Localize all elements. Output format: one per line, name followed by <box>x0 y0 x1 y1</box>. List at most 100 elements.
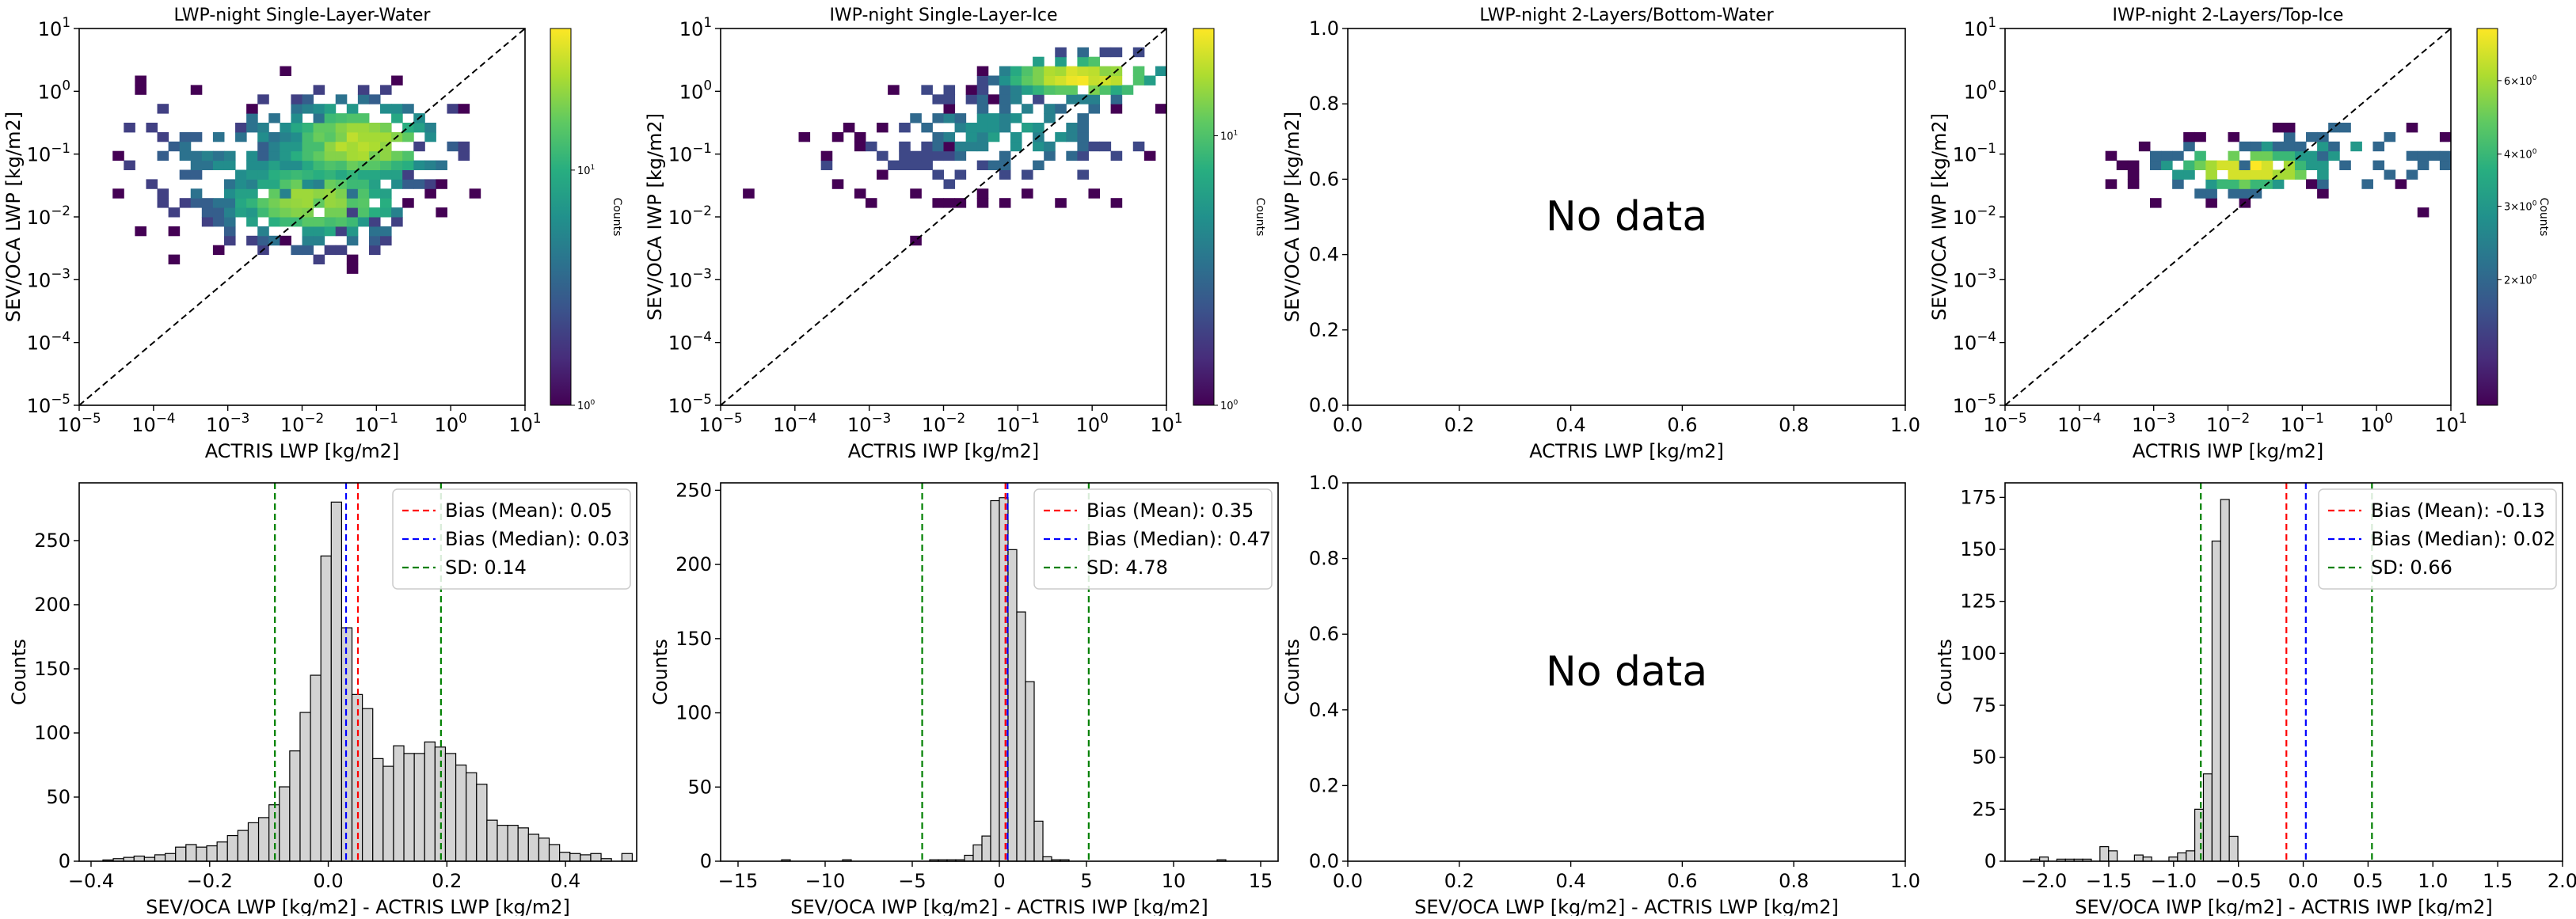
heatmap-cell <box>1010 132 1022 142</box>
heatmap-cell <box>380 170 392 180</box>
heatmap-cell <box>246 104 258 113</box>
heatmap-cell <box>2205 188 2217 198</box>
heatmap-cell <box>1022 170 1033 180</box>
x-tick-label: 0.5 <box>2353 870 2383 892</box>
heatmap-cell <box>2172 170 2184 180</box>
heatmap-cell <box>988 123 1000 132</box>
heatmap-cell <box>369 236 381 245</box>
heatmap-cell <box>358 123 370 132</box>
heatmap-cell <box>325 132 337 142</box>
heatmap-cell <box>336 161 348 170</box>
heatmap-cell <box>2407 170 2418 180</box>
heatmap-cell <box>2150 198 2162 207</box>
heatmap-cell <box>2372 142 2384 151</box>
heatmap-cell <box>1144 151 1156 161</box>
heatmap-cell <box>955 170 967 180</box>
colorbar-tick-label: 101 <box>577 164 595 177</box>
heatmap-cell <box>291 94 302 104</box>
heatmap-cell <box>302 188 314 198</box>
heatmap-cell <box>2239 179 2251 188</box>
x-tick-label: 0.4 <box>1556 414 1586 436</box>
x-tick-label: 0.4 <box>550 870 580 892</box>
colorbar-tick-label: 4×100 <box>2504 148 2537 161</box>
heatmap-cell <box>2350 142 2362 151</box>
y-tick-label: 10−3 <box>27 266 70 292</box>
heatmap-cell <box>302 123 314 132</box>
heatmap-cell <box>2205 161 2217 170</box>
y-tick-label: 125 <box>1960 591 1996 613</box>
x-tick-label: 10−3 <box>206 410 249 436</box>
y-tick-label: 10−2 <box>668 203 712 229</box>
heatmap-cell <box>413 179 425 188</box>
heatmap-cell <box>1022 104 1033 113</box>
heatmap-cell <box>347 255 359 264</box>
histogram-bar <box>248 822 258 861</box>
heatmap-cell <box>235 207 247 217</box>
histogram-bar <box>2109 851 2117 861</box>
subplot-3: LWP-night 2-Layers/Bottom-WaterNo data0.… <box>1281 6 1920 462</box>
x-tick-label: 0.0 <box>313 870 343 892</box>
x-tick-label: −1.5 <box>2086 870 2132 892</box>
heatmap-cell <box>336 170 348 180</box>
heatmap-cell <box>1022 123 1033 132</box>
heatmap-cell <box>988 132 1000 142</box>
x-axis-label: ACTRIS IWP [kg/m2] <box>848 440 1040 462</box>
heatmap-cell <box>2251 161 2262 170</box>
heatmap-cell <box>314 161 325 170</box>
heatmap-cell <box>2161 151 2173 161</box>
heatmap-cell <box>246 198 258 207</box>
heatmap-cell <box>821 151 833 161</box>
colorbar <box>550 28 571 405</box>
y-tick-label: 10−1 <box>27 140 70 166</box>
heatmap-cell <box>999 151 1011 161</box>
heatmap-cell <box>1100 142 1112 151</box>
heatmap-cell <box>1033 66 1044 76</box>
x-tick-label: 10−2 <box>280 410 324 436</box>
heatmap-cell <box>347 161 359 170</box>
heatmap-cell <box>235 188 247 198</box>
histogram-bar <box>2195 809 2204 861</box>
heatmap-cell <box>291 179 302 188</box>
heatmap-cell <box>347 132 359 142</box>
heatmap-cell <box>2273 123 2285 132</box>
heatmap-cell <box>1077 47 1089 57</box>
heatmap-cell <box>413 123 425 132</box>
heatmap-cell <box>1033 76 1044 85</box>
y-axis-label: Counts <box>1934 639 1956 705</box>
heatmap-cell <box>988 161 1000 170</box>
heatmap-cell <box>1122 85 1134 94</box>
colorbar <box>2477 28 2498 405</box>
no-data-text: No data <box>1546 648 1707 696</box>
figure: LWP-night Single-Layer-Water100101Counts… <box>0 0 2576 916</box>
heatmap-cell <box>280 236 291 245</box>
heatmap-cell <box>280 142 291 151</box>
heatmap-cell <box>977 66 989 76</box>
heatmap-cell <box>325 151 337 161</box>
heatmap-cell <box>402 179 414 188</box>
heatmap-cell <box>2251 151 2262 161</box>
y-tick-label: 0.0 <box>1309 394 1339 416</box>
histogram-bar <box>1008 549 1017 861</box>
heatmap-cell <box>280 179 291 188</box>
heatmap-cell <box>1066 123 1078 132</box>
histogram-bar <box>991 500 999 861</box>
heatmap-cell <box>291 245 302 255</box>
heatmap-cell <box>369 226 381 236</box>
heatmap-cell <box>977 198 989 207</box>
heatmap-cell <box>1111 94 1123 104</box>
y-tick-label: 0 <box>59 850 70 872</box>
heatmap-cell <box>2228 179 2240 188</box>
heatmap-cell <box>268 179 280 188</box>
heatmap-cell <box>1066 132 1078 142</box>
histogram-bar <box>591 853 601 861</box>
heatmap-cell <box>966 123 978 132</box>
y-tick-label: 10−1 <box>1953 140 1996 166</box>
heatmap-cell <box>966 85 978 94</box>
heatmap-cell <box>1010 76 1022 85</box>
heatmap-cell <box>391 113 403 123</box>
heatmap-cell <box>999 76 1011 85</box>
heatmap-cell <box>2251 170 2262 180</box>
y-axis-label: SEV/OCA IWP [kg/m2] <box>644 113 666 321</box>
heatmap-cell <box>380 226 392 236</box>
heatmap-cell <box>235 170 247 180</box>
